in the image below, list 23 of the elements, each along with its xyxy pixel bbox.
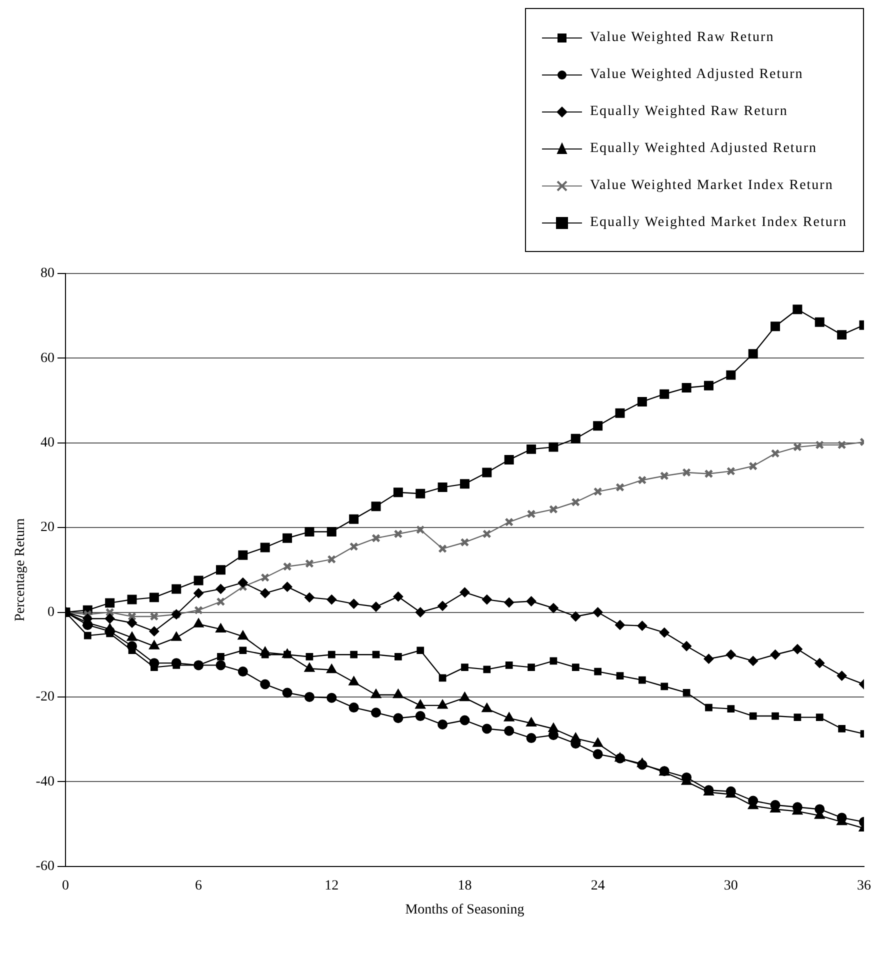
legend-label: Value Weighted Market Index Return — [590, 178, 834, 194]
legend-label: Value Weighted Adjusted Return — [590, 66, 804, 82]
y-tick-label: 0 — [47, 604, 54, 620]
y-axis-title: Percentage Return — [13, 518, 28, 622]
legend-label: Value Weighted Raw Return — [590, 30, 774, 46]
legend-label: Equally Weighted Adjusted Return — [590, 140, 817, 156]
x-tick-label: 12 — [324, 878, 339, 894]
y-tick-label: 60 — [40, 350, 54, 366]
x-tick-label: 36 — [857, 878, 871, 894]
y-tick-label: -40 — [36, 774, 54, 790]
y-tick-label: 40 — [40, 436, 54, 450]
legend-label: Equally Weighted Raw Return — [590, 104, 788, 120]
x-tick-label: 24 — [590, 878, 605, 894]
legend-label: Equally Weighted Market Index Return — [590, 214, 847, 230]
x-tick-label: 6 — [195, 878, 202, 894]
x-tick-label: 0 — [62, 878, 69, 894]
y-tick-label: -60 — [36, 859, 54, 874]
x-tick-label: 18 — [458, 878, 472, 894]
y-tick-label: 80 — [40, 266, 54, 282]
y-tick-label: 20 — [40, 520, 54, 536]
y-tick-label: -20 — [36, 690, 54, 705]
x-axis-title: Months of Seasoning — [405, 902, 524, 918]
x-tick-label: 30 — [724, 878, 738, 894]
